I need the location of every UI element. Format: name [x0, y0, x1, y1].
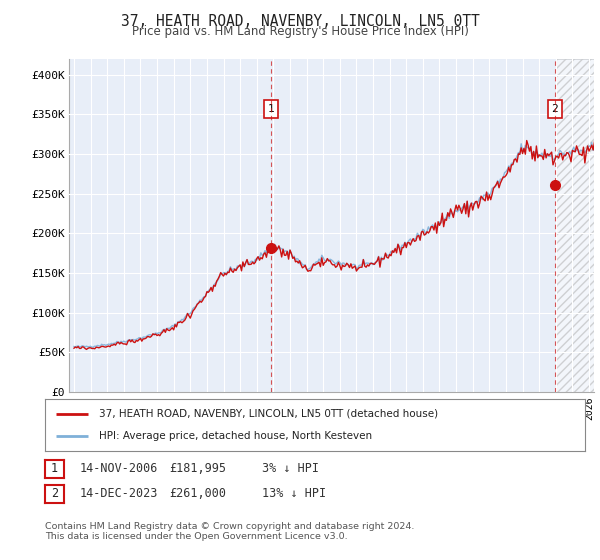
- Text: 1: 1: [268, 104, 275, 114]
- Text: £261,000: £261,000: [169, 487, 226, 501]
- Text: 1: 1: [51, 462, 58, 475]
- Text: 14-DEC-2023: 14-DEC-2023: [79, 487, 158, 501]
- Text: Price paid vs. HM Land Registry's House Price Index (HPI): Price paid vs. HM Land Registry's House …: [131, 25, 469, 38]
- Text: 2: 2: [51, 487, 58, 501]
- Text: Contains HM Land Registry data © Crown copyright and database right 2024.
This d: Contains HM Land Registry data © Crown c…: [45, 522, 415, 542]
- Bar: [556, 59, 600, 392]
- Text: HPI: Average price, detached house, North Kesteven: HPI: Average price, detached house, Nort…: [99, 431, 372, 441]
- Text: 3% ↓ HPI: 3% ↓ HPI: [262, 462, 319, 475]
- Text: 37, HEATH ROAD, NAVENBY, LINCOLN, LN5 0TT: 37, HEATH ROAD, NAVENBY, LINCOLN, LN5 0T…: [121, 14, 479, 29]
- Text: 2: 2: [551, 104, 559, 114]
- Text: 37, HEATH ROAD, NAVENBY, LINCOLN, LN5 0TT (detached house): 37, HEATH ROAD, NAVENBY, LINCOLN, LN5 0T…: [99, 409, 438, 419]
- Text: 14-NOV-2006: 14-NOV-2006: [79, 462, 158, 475]
- Text: 13% ↓ HPI: 13% ↓ HPI: [262, 487, 326, 501]
- Text: £181,995: £181,995: [169, 462, 226, 475]
